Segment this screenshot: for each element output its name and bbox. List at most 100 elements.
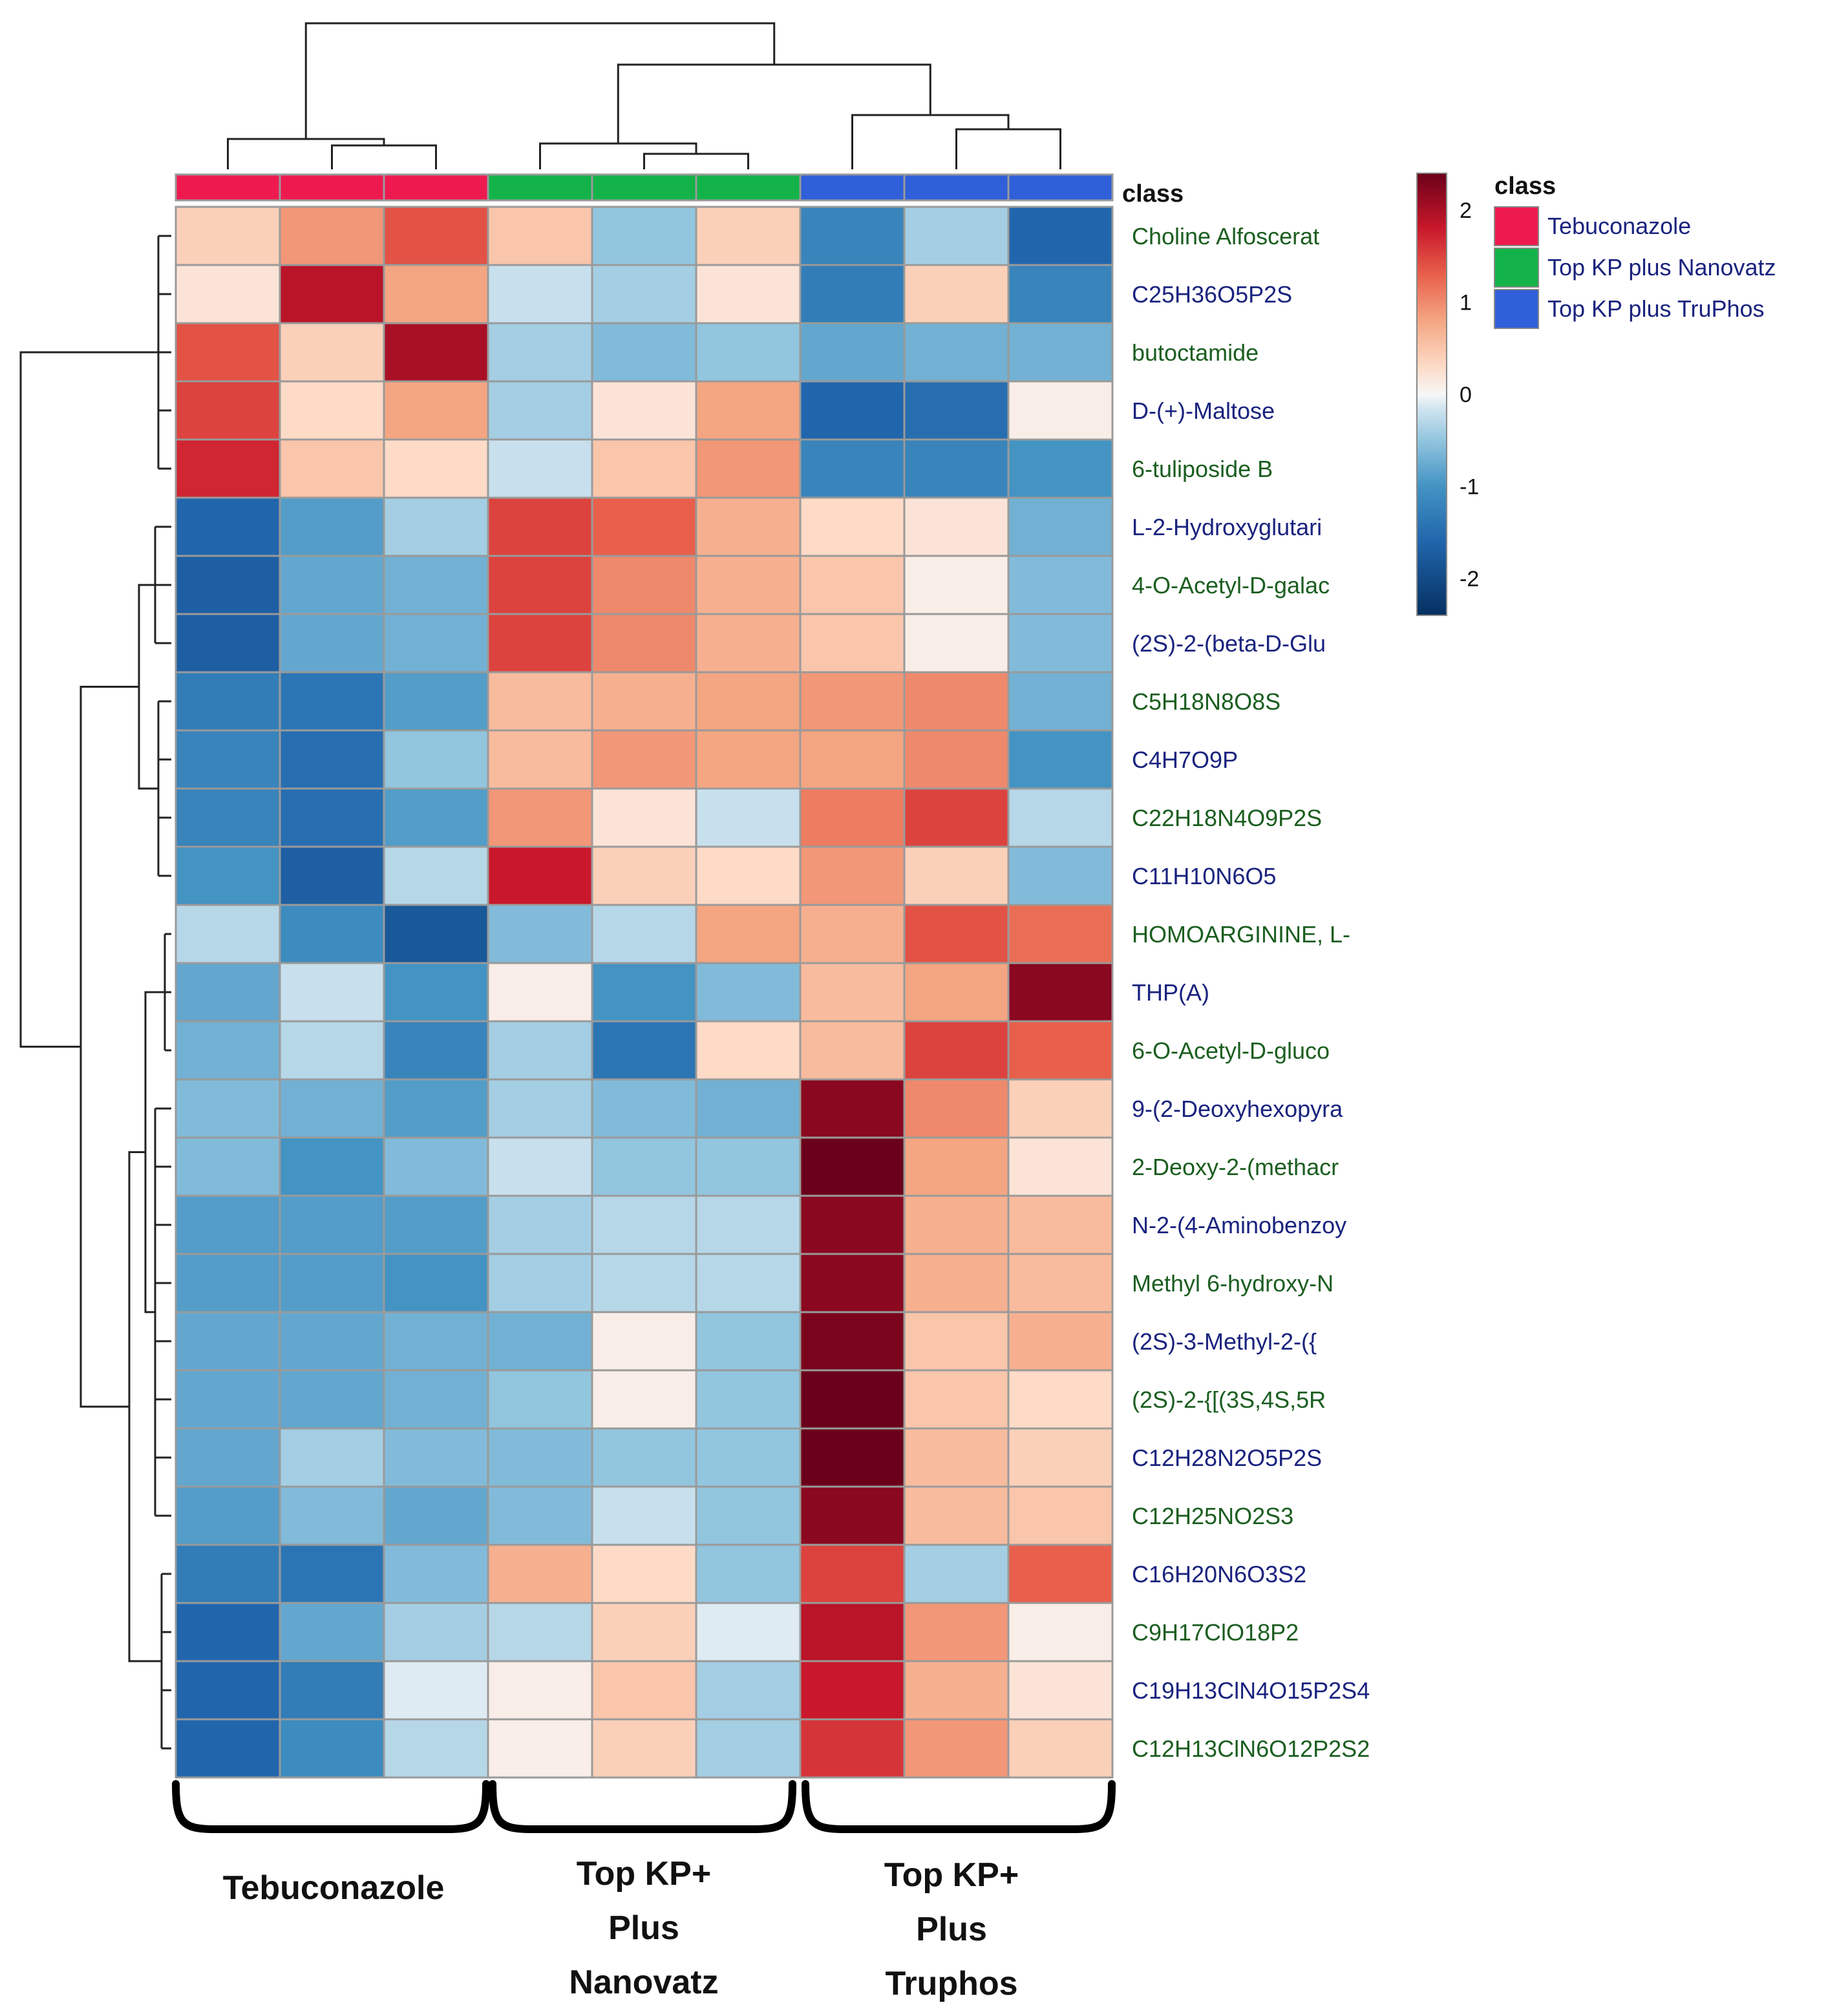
heatmap-cell [799, 496, 906, 557]
heatmap-cell [175, 1544, 281, 1604]
heatmap-cell [1007, 845, 1114, 906]
class-legend-title: class [1494, 173, 1556, 200]
heatmap-cell [591, 613, 697, 674]
class-legend: class Tebuconazole Top KP plus Nanovatz To… [1494, 173, 1776, 329]
heatmap-cell [487, 1194, 593, 1255]
color-scale-tick: 1 [1460, 291, 1472, 315]
heatmap-cell [799, 613, 906, 674]
heatmap-cell [1007, 555, 1114, 615]
color-scale-tick: 2 [1460, 198, 1472, 223]
heatmap-cell [903, 729, 1010, 790]
row-label: 6-O-Acetyl-D-gluco [1132, 1037, 1330, 1064]
heatmap-cell [695, 962, 802, 1023]
heatmap-cell [695, 845, 802, 906]
heatmap-cell [695, 1544, 802, 1604]
heatmap-cell [279, 904, 385, 964]
heatmap-cell [383, 206, 489, 266]
row-label: C11H10N6O5 [1132, 863, 1276, 889]
heatmap-cell [279, 264, 385, 324]
dendrogram-branch [955, 128, 1061, 169]
heatmap-cell [175, 555, 281, 615]
row-label: THP(A) [1132, 979, 1209, 1006]
heatmap-cell [799, 962, 906, 1023]
heatmap-cell [175, 1078, 281, 1139]
heatmap-cell [383, 613, 489, 674]
heatmap-cell [175, 206, 281, 266]
row-label: (2S)-3-Methyl-2-({ [1132, 1328, 1317, 1355]
heatmap-cell [175, 962, 281, 1023]
heatmap-cell [175, 264, 281, 324]
heatmap-cell [279, 496, 385, 557]
dendrogram-branch [331, 144, 437, 169]
heatmap-cell [383, 1020, 489, 1081]
class-bar-cell [695, 173, 802, 202]
heatmap-cell [695, 555, 802, 615]
class-legend-label: Top KP plus TruPhos [1547, 295, 1765, 322]
heatmap-cell [591, 1311, 697, 1372]
heatmap-cell [383, 1718, 489, 1779]
heatmap-cell [591, 380, 697, 441]
heatmap-cell [695, 671, 802, 732]
heatmap-cell [903, 264, 1010, 324]
row-label: C22H18N4O9P2S [1132, 805, 1322, 831]
heatmap-cell [175, 1253, 281, 1313]
heatmap-cell [1007, 1078, 1114, 1139]
row-label: C4H7O9P [1132, 747, 1238, 773]
heatmap-cell [903, 1194, 1010, 1255]
heatmap-cell [279, 1136, 385, 1197]
heatmap-cell [487, 438, 593, 499]
heatmap-cell [903, 206, 1010, 266]
heatmap-cell [591, 1136, 697, 1197]
heatmap-cell [1007, 729, 1114, 790]
row-label: 4-O-Acetyl-D-galac [1132, 572, 1330, 599]
dendrogram-branch [304, 22, 776, 139]
class-bar-cell [799, 173, 906, 202]
heatmap-cell [1007, 438, 1114, 499]
heatmap-cell [1007, 1544, 1114, 1604]
heatmap-cell [903, 1311, 1010, 1372]
group-label-line: Plus [608, 1909, 679, 1947]
heatmap-cell [383, 904, 489, 964]
heatmap-cell [1007, 1485, 1114, 1546]
row-label: N-2-(4-Aminobenzoy [1132, 1212, 1346, 1238]
heatmap-cell [591, 555, 697, 615]
heatmap-cell [695, 1660, 802, 1721]
group-label-line: Nanovatz [569, 1964, 718, 2001]
heatmap-cell [383, 1427, 489, 1488]
heatmap-cell [1007, 1020, 1114, 1081]
group-labels: Tebuconazole Top KP+ Plus Nanovatz Top KP+ Pl… [223, 1855, 1019, 2002]
heatmap-cell [695, 1369, 802, 1430]
heatmap-cell [903, 1253, 1010, 1313]
heatmap-cell [175, 1136, 281, 1197]
row-label: HOMOARGININE, L- [1132, 921, 1350, 948]
heatmap-cell [591, 729, 697, 790]
heatmap-cell [903, 1485, 1010, 1546]
heatmap-cell [175, 380, 281, 441]
heatmap-cell [695, 1078, 802, 1139]
heatmap-cell [487, 496, 593, 557]
row-label: Choline Alfoscerat [1132, 223, 1319, 249]
group-bracket [802, 1780, 1116, 1833]
heatmap-cell [903, 1718, 1010, 1779]
heatmap-cell [487, 1544, 593, 1604]
heatmap-cell [279, 1311, 385, 1372]
heatmap-cell [591, 1660, 697, 1721]
heatmap-cell [175, 1718, 281, 1779]
heatmap-cell [903, 555, 1010, 615]
color-scale-legend: 2 1 0 -1 -2 [1416, 173, 1479, 616]
heatmap-cell [175, 729, 281, 790]
heatmap-cell [487, 322, 593, 383]
heatmap-cell [799, 1718, 906, 1779]
heatmap-cell [903, 1602, 1010, 1662]
heatmap-cell [279, 1660, 385, 1721]
heatmap-cell [799, 1427, 906, 1488]
heatmap-cell [799, 1194, 906, 1255]
group-label-line: Top KP+ [577, 1855, 711, 1893]
heatmap-cell [279, 380, 385, 441]
heatmap-cell [695, 1253, 802, 1313]
heatmap-cell [903, 1544, 1010, 1604]
heatmap-cell [1007, 1602, 1114, 1662]
row-label: C19H13ClN4O15P2S4 [1132, 1677, 1370, 1704]
heatmap-cell [591, 496, 697, 557]
